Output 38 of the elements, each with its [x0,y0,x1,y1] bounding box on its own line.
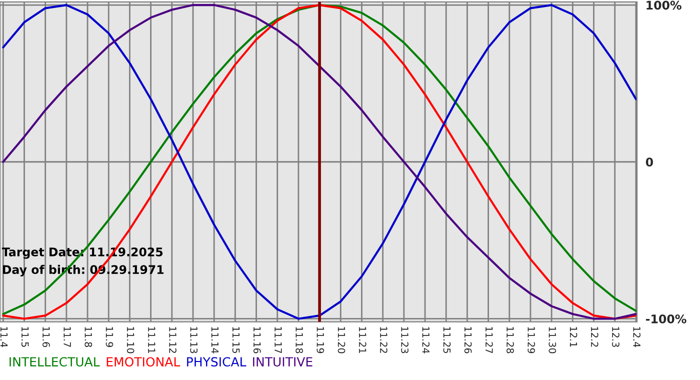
x-tick-label: 11.14 [211,327,218,354]
x-tick-label: 11.7 [64,327,71,347]
x-tick-label: 11.15 [232,327,240,354]
x-tick-label: 11.6 [42,327,50,348]
x-tick-label: 11.5 [21,327,29,347]
x-tick-label: 11.27 [486,327,493,354]
x-tick-label: 11.9 [106,327,114,347]
x-tick-label: 11.19 [316,327,324,354]
x-tick-label: 12.2 [591,327,598,347]
text: INTELLECTUAL [10,357,100,367]
x-tick-label: 11.28 [506,327,514,354]
x-tick-label: 11.23 [401,327,408,354]
y-tick-label: -100% [646,314,686,324]
x-tick-label: 11.11 [148,327,156,353]
x-tick-label: 11.18 [296,327,303,354]
x-tick-label: 11.29 [528,327,536,354]
text: INTUITIVE [253,357,312,367]
x-tick-label: 11.25 [443,327,451,354]
text: EMOTIONAL [106,357,180,367]
x-tick-label: 12.4 [633,327,640,348]
x-tick-label: 11.4 [0,327,8,348]
x-tick-label: 11.20 [338,327,346,354]
y-tick-label: 100% [646,0,682,10]
x-tick-label: 11.8 [84,327,92,348]
x-tick-label: 12.3 [612,327,620,347]
x-tick-label: 11.21 [359,327,366,353]
x-tick-label: 11.17 [274,327,282,354]
x-tick-label: 11.12 [169,327,176,353]
x-tick-label: 11.22 [380,327,388,353]
x-tick-label: 11.16 [253,327,261,354]
x-tick-label: 11.30 [548,327,556,354]
x-tick-label: 12.1 [570,327,578,347]
x-tick-label: 11.24 [422,327,430,354]
x-tick-label: 11.10 [126,327,134,354]
y-tick-label: 0 [646,158,653,167]
text: PHYSICAL [187,357,246,367]
x-tick-label: 11.26 [464,327,472,354]
x-tick-label: 11.13 [190,327,198,354]
